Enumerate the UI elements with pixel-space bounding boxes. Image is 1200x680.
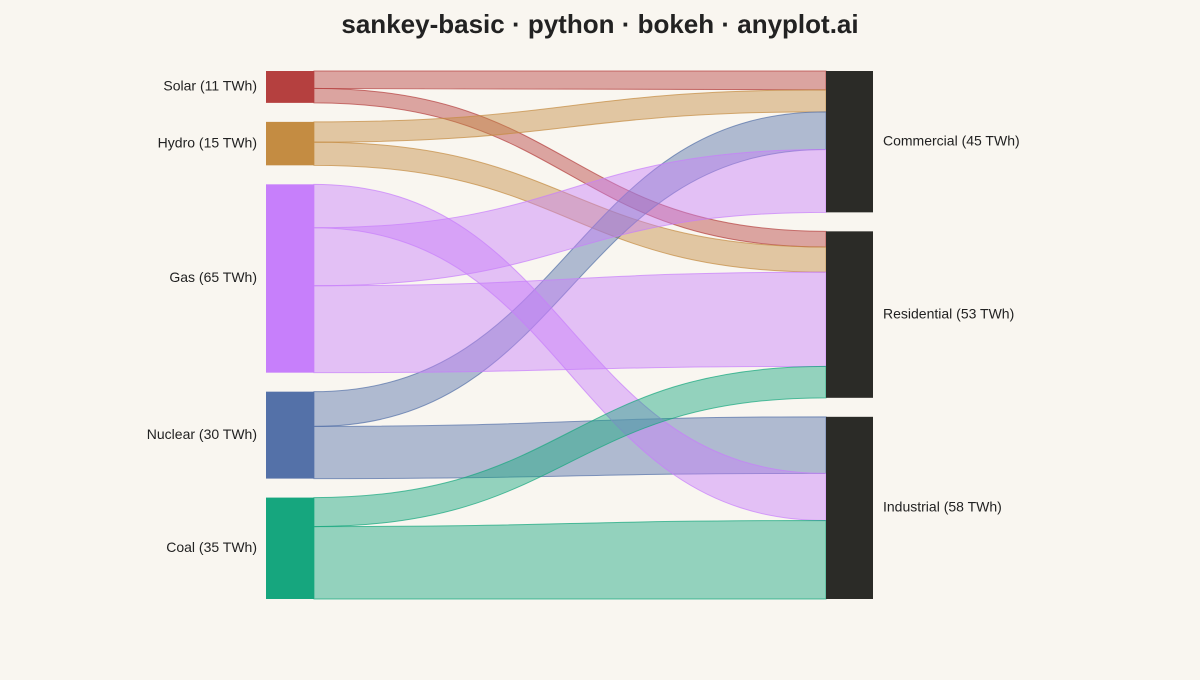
nodes: Solar (11 TWh) Hydro (15 TWh) Gas (65 TWh)… [147, 71, 1020, 599]
source-label: Hydro (15 TWh) [158, 134, 257, 150]
link [313, 365, 827, 528]
source-node [266, 71, 314, 103]
link [313, 271, 827, 374]
target-label: Residential (53 TWh) [883, 305, 1014, 321]
link [313, 519, 827, 600]
target-label: Industrial (58 TWh) [883, 499, 1002, 515]
source-node [266, 497, 314, 599]
target-node [826, 71, 873, 213]
links [313, 70, 827, 600]
source-node [266, 391, 314, 479]
source-label: Solar (11 TWh) [163, 78, 257, 94]
link [313, 70, 827, 91]
target-node [826, 416, 873, 599]
source-label: Gas (65 TWh) [169, 269, 257, 285]
chart-title: sankey-basic · python · bokeh · anyplot.… [341, 9, 858, 39]
source-node [266, 184, 314, 373]
source-node [266, 121, 314, 166]
source-label: Nuclear (30 TWh) [147, 426, 257, 442]
target-node [826, 231, 873, 398]
target-label: Commercial (45 TWh) [883, 132, 1020, 148]
source-label: Coal (35 TWh) [166, 539, 257, 555]
